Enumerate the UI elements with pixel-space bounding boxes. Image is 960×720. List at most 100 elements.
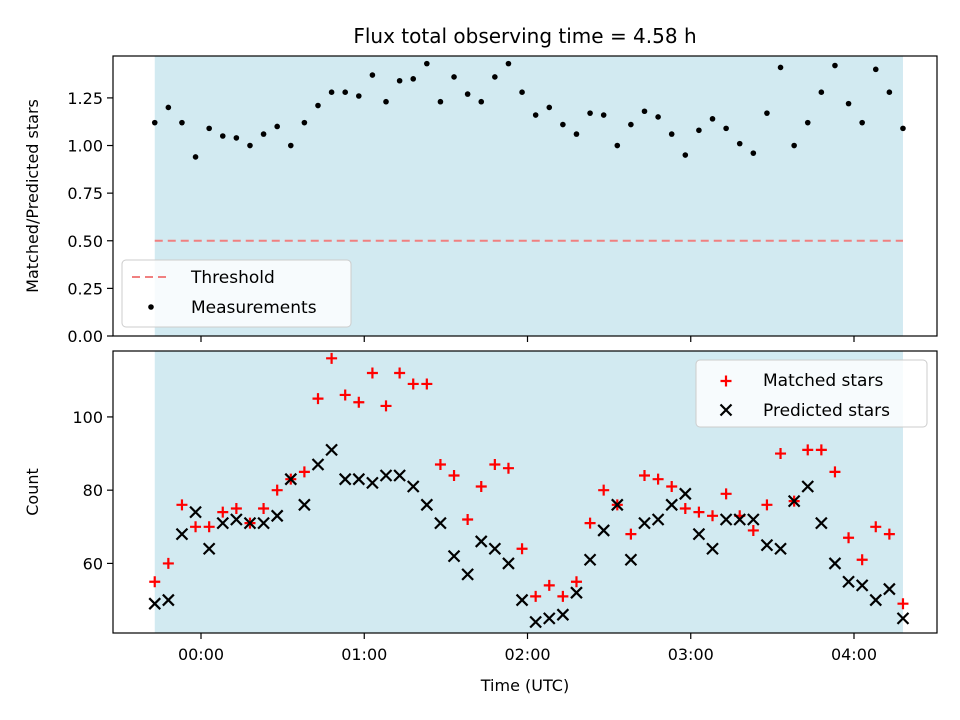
data-point [448, 470, 460, 482]
data-point [338, 472, 352, 486]
data-point [462, 513, 474, 525]
data-point [407, 378, 419, 390]
data-point [747, 513, 760, 526]
data-point [352, 472, 366, 486]
data-point [203, 521, 215, 533]
data-point [219, 133, 226, 139]
data-point [447, 549, 461, 563]
legend: Matched stars Predicted stars [695, 359, 928, 428]
data-point [434, 459, 446, 471]
data-point [530, 590, 542, 602]
data-point [366, 367, 378, 379]
data-point [638, 516, 651, 530]
data-point [883, 528, 895, 540]
series-matched-stars [149, 352, 909, 610]
y-tick-label: 0.50 [67, 232, 103, 251]
data-point [709, 116, 716, 122]
data-point [641, 108, 648, 115]
data-point [706, 542, 719, 556]
data-point [787, 494, 801, 508]
data-point [175, 527, 189, 541]
data-point [326, 352, 338, 364]
data-point [651, 513, 665, 526]
data-point [356, 93, 362, 99]
data-point [328, 89, 335, 95]
data-point [474, 535, 488, 548]
data-point [791, 142, 797, 149]
data-point [353, 396, 365, 408]
y-tick-label: 0.25 [67, 279, 103, 298]
legend-predicted-label: Predicted stars [763, 401, 890, 421]
data-point [828, 557, 842, 570]
data-point [274, 123, 280, 130]
data-point [638, 470, 650, 482]
data-point [379, 469, 393, 482]
data-point [747, 524, 759, 536]
data-point [192, 154, 199, 160]
data-point [859, 119, 865, 126]
data-point [284, 472, 298, 486]
data-point [298, 466, 310, 478]
data-point [761, 499, 773, 511]
data-point [437, 98, 444, 105]
data-point [202, 542, 216, 556]
data-point [869, 593, 883, 607]
data-point [149, 576, 161, 588]
data-point [489, 459, 501, 471]
data-point [258, 502, 270, 514]
data-point [900, 125, 906, 132]
data-point [856, 554, 868, 566]
data-point [804, 119, 811, 126]
data-point [151, 119, 158, 126]
data-point [760, 538, 774, 552]
data-point [230, 513, 243, 526]
data-point [693, 506, 705, 518]
x-tick-label: 02:00 [504, 645, 550, 664]
legend-matched-swatch [720, 375, 732, 387]
data-point [600, 112, 607, 118]
data-point [420, 498, 434, 512]
data-point [176, 499, 188, 511]
y-tick-label: 1.25 [67, 89, 103, 108]
data-point [696, 127, 702, 134]
data-point [855, 579, 869, 592]
x-tick-label: 04:00 [831, 645, 877, 664]
data-point [396, 77, 403, 84]
data-point [529, 615, 542, 629]
data-point [832, 62, 838, 69]
data-point [410, 76, 417, 82]
data-point [872, 66, 879, 73]
data-point [478, 98, 485, 105]
data-point [369, 72, 376, 78]
data-point [325, 443, 338, 457]
data-point [298, 498, 311, 512]
y-tick-label: 60 [83, 554, 103, 573]
data-point [383, 98, 389, 105]
data-point [845, 100, 852, 107]
data-point [573, 131, 580, 137]
data-point [842, 575, 855, 589]
data-point [148, 597, 162, 610]
data-point [451, 74, 457, 80]
data-point [843, 532, 855, 544]
legend-measurements-label: Measurements [191, 298, 317, 318]
data-point [692, 527, 706, 541]
data-point [897, 598, 909, 610]
data-point [652, 473, 664, 485]
data-point [679, 487, 692, 501]
data-point [475, 481, 487, 493]
data-point [628, 121, 634, 128]
data-point [366, 476, 379, 490]
data-point [516, 543, 528, 555]
data-point [750, 150, 757, 156]
data-point [206, 125, 212, 132]
count-panel: 60 80 100 00:00 01:00 02:00 03:00 04:00 Count Tim… [23, 350, 938, 695]
x-tick-label: 03:00 [668, 645, 714, 664]
data-point [570, 576, 582, 588]
data-point [271, 484, 283, 496]
data-point [625, 528, 637, 540]
data-point [217, 506, 229, 518]
data-point [421, 378, 433, 390]
legend-box [121, 259, 352, 328]
